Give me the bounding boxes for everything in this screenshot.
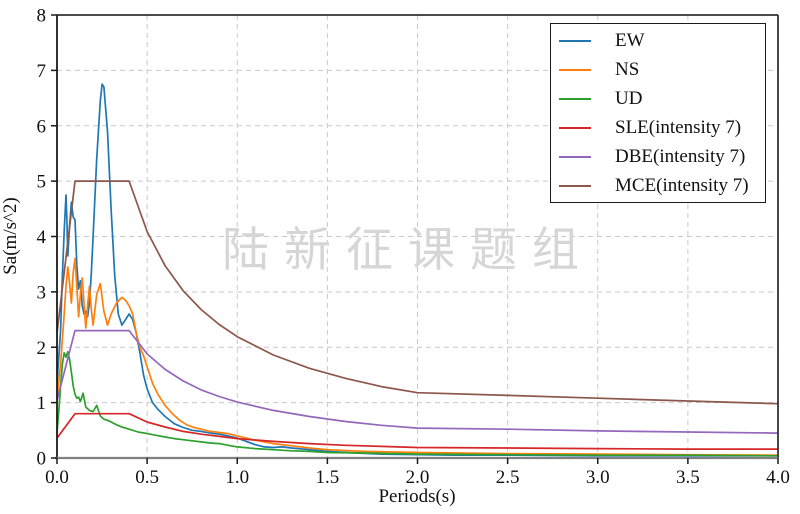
legend-box: EW NS UD SLE(intensity 7) DBE(intensity 7) MC… <box>550 23 766 203</box>
x-tick-label: 3.5 <box>676 467 700 488</box>
x-tick-label: 0.5 <box>135 467 159 488</box>
legend-label: EW <box>615 30 645 51</box>
series-line-ud <box>57 350 778 457</box>
legend-label: DBE(intensity 7) <box>615 146 746 167</box>
x-axis-label: Periods(s) <box>378 486 455 507</box>
x-tick-label: 4.0 <box>766 467 790 488</box>
series-line-mce-intensity-7- <box>57 180 778 405</box>
series-line-ns <box>57 257 778 457</box>
y-tick-label: 4 <box>37 227 47 248</box>
y-tick-label: 2 <box>37 338 47 359</box>
series-line-ew <box>57 83 778 457</box>
x-tick-label: 1.0 <box>225 467 249 488</box>
legend-entry: DBE(intensity 7) <box>559 143 765 171</box>
spectrum-curves <box>57 83 778 457</box>
tick-labels: 0.0 0.5 1.0 1.5 2.0 2.5 3.0 3.5 4.0 0 1 2 3 4 5 6 7 8 <box>37 6 790 489</box>
y-tick-label: 1 <box>37 393 47 414</box>
y-tick-label: 3 <box>37 282 47 303</box>
x-tick-label: 0.0 <box>45 467 69 488</box>
y-tick-label: 5 <box>37 172 47 193</box>
x-tick-label: 2.0 <box>406 467 430 488</box>
legend-swatch-line <box>559 39 591 42</box>
legend-swatch-line <box>559 97 591 100</box>
legend-label: SLE(intensity 7) <box>615 117 742 138</box>
legend-swatch-line <box>559 68 591 71</box>
series-line-dbe-intensity-7- <box>57 329 778 434</box>
series-line-sle-intensity-7- <box>57 412 778 450</box>
legend-entry: MCE(intensity 7) <box>559 172 765 200</box>
x-tick-label: 2.5 <box>496 467 520 488</box>
y-tick-label: 6 <box>37 116 47 137</box>
x-tick-label: 1.5 <box>316 467 340 488</box>
y-tick-label: 0 <box>37 449 47 470</box>
legend-entry: NS <box>559 56 765 84</box>
gridlines <box>57 15 778 458</box>
legend-label: UD <box>615 88 643 109</box>
legend-entry: EW <box>559 27 765 55</box>
legend-swatch-line <box>559 155 591 158</box>
axis-ticks <box>51 14 779 464</box>
legend-entry: UD <box>559 85 765 113</box>
y-axis-label: Sa(m/s^2) <box>0 197 21 275</box>
y-tick-label: 7 <box>37 61 47 82</box>
legend-label: MCE(intensity 7) <box>615 175 749 196</box>
legend-label: NS <box>615 59 640 80</box>
y-tick-label: 8 <box>37 6 47 27</box>
legend-entry: SLE(intensity 7) <box>559 114 765 142</box>
legend-swatch-line <box>559 184 591 187</box>
legend-swatch-line <box>559 126 591 129</box>
x-tick-label: 3.0 <box>586 467 610 488</box>
